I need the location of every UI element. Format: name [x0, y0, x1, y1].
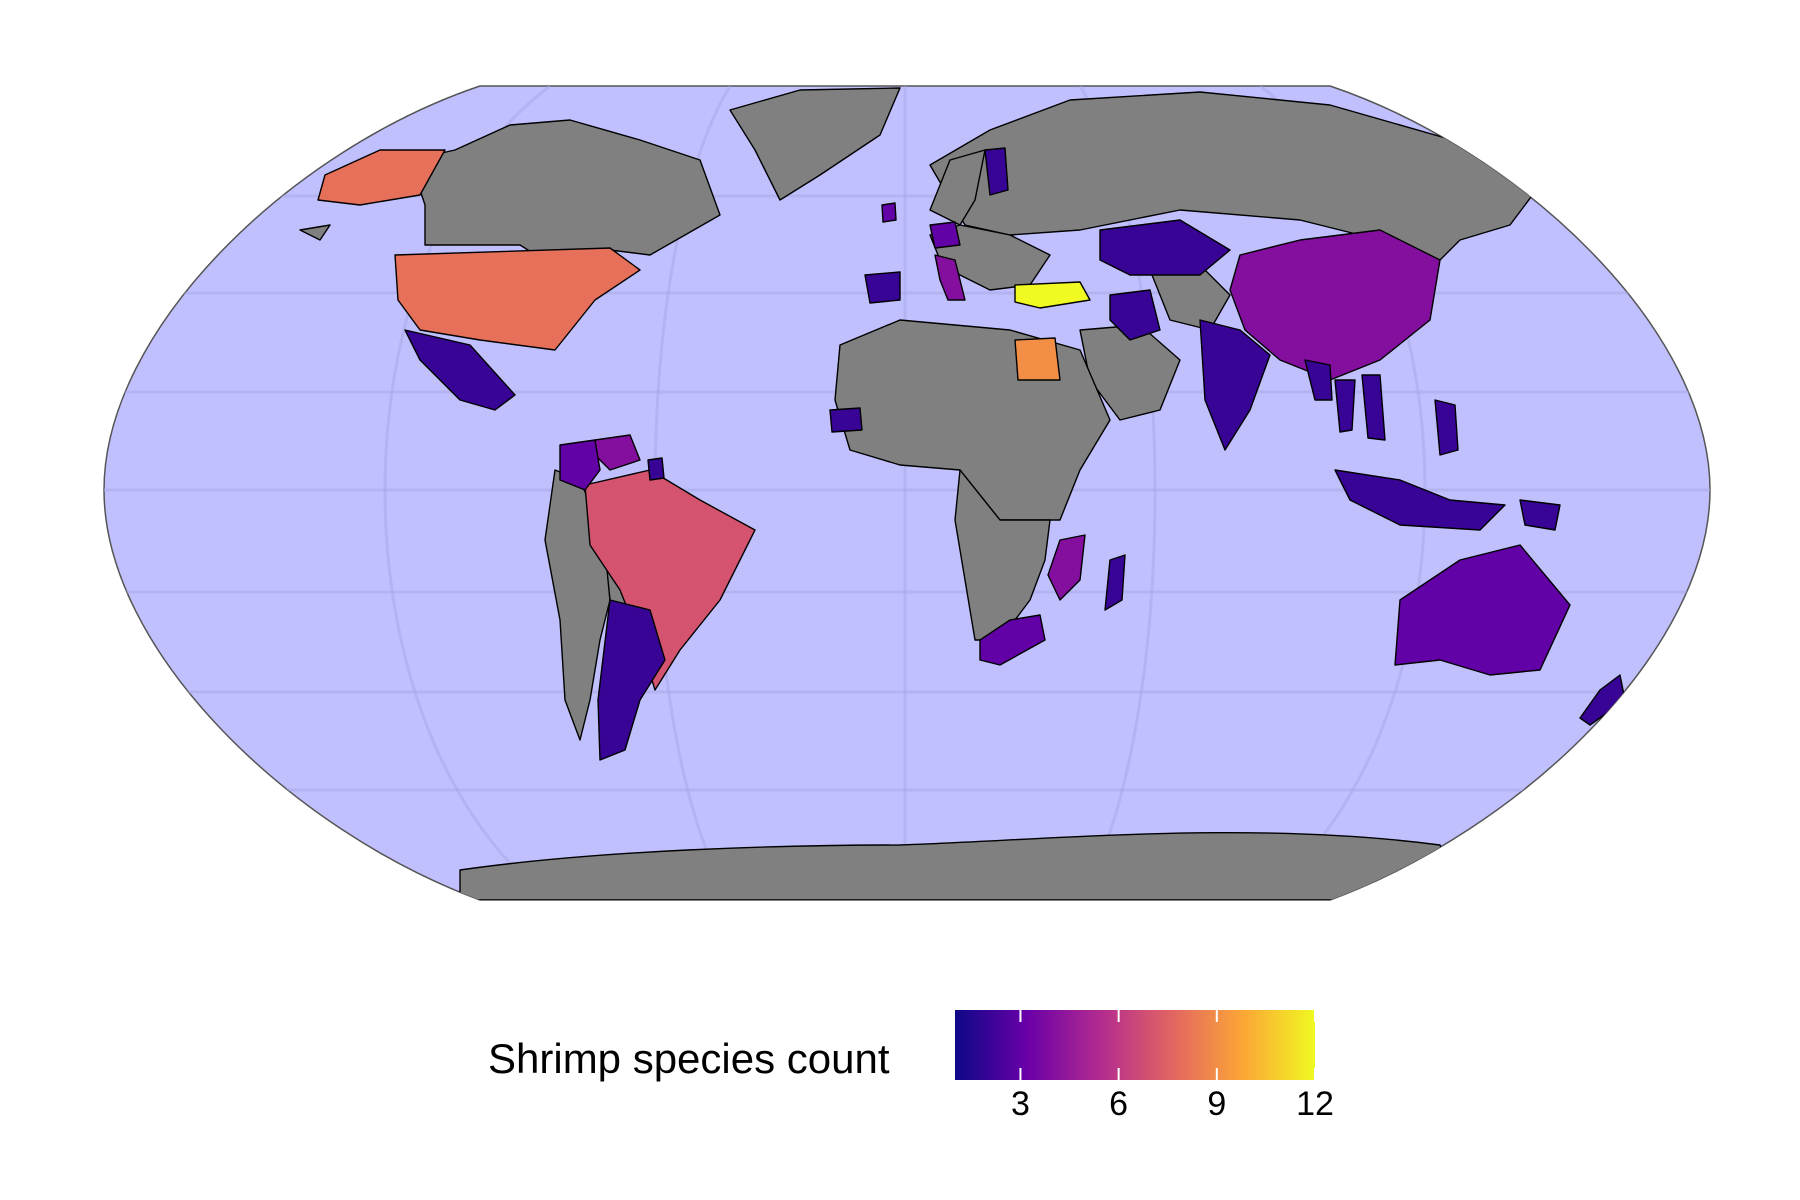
country-colombia — [559, 439, 601, 491]
country-united-states — [394, 247, 641, 351]
legend-title: Shrimp species count — [488, 1035, 890, 1082]
country-indonesia — [1334, 469, 1506, 531]
country-spain — [864, 271, 901, 304]
country-ireland — [881, 202, 897, 223]
country-iran — [1109, 289, 1161, 341]
country-alaska-islands-no-data — [299, 224, 331, 241]
country-argentina — [597, 599, 666, 761]
country-mozambique — [1047, 534, 1086, 601]
country-thailand — [1334, 379, 1356, 433]
country-antarctica-no-data — [459, 831, 1461, 900]
country-philippines — [1434, 399, 1459, 456]
country-mexico — [404, 329, 516, 411]
country-brazil — [584, 469, 756, 691]
country-madagascar — [1104, 554, 1126, 611]
legend-tick-label-12: 12 — [1296, 1085, 1334, 1123]
country-china — [1229, 229, 1441, 381]
country-italy — [934, 254, 966, 301]
legend-tick-label-3: 3 — [1010, 1085, 1030, 1123]
country-senegal — [829, 407, 863, 433]
country-egypt — [1014, 337, 1061, 381]
legend-tick-label-9: 9 — [1207, 1085, 1227, 1123]
country-vietnam — [1361, 374, 1386, 441]
country-australia — [1394, 544, 1571, 676]
country-greenland-no-data — [729, 87, 901, 201]
country-south-africa — [979, 614, 1046, 666]
legend-tick-label-6: 6 — [1109, 1085, 1129, 1123]
country-india — [1199, 319, 1271, 451]
country-papua-new-guinea — [1519, 499, 1561, 531]
country-finland — [984, 147, 1009, 196]
country-turkey — [1014, 281, 1091, 309]
country-kazakhstan — [1099, 219, 1231, 276]
country-myanmar — [1304, 359, 1333, 401]
country-guyana — [647, 457, 665, 481]
country-germany — [929, 221, 961, 249]
country-united-states — [317, 149, 446, 206]
